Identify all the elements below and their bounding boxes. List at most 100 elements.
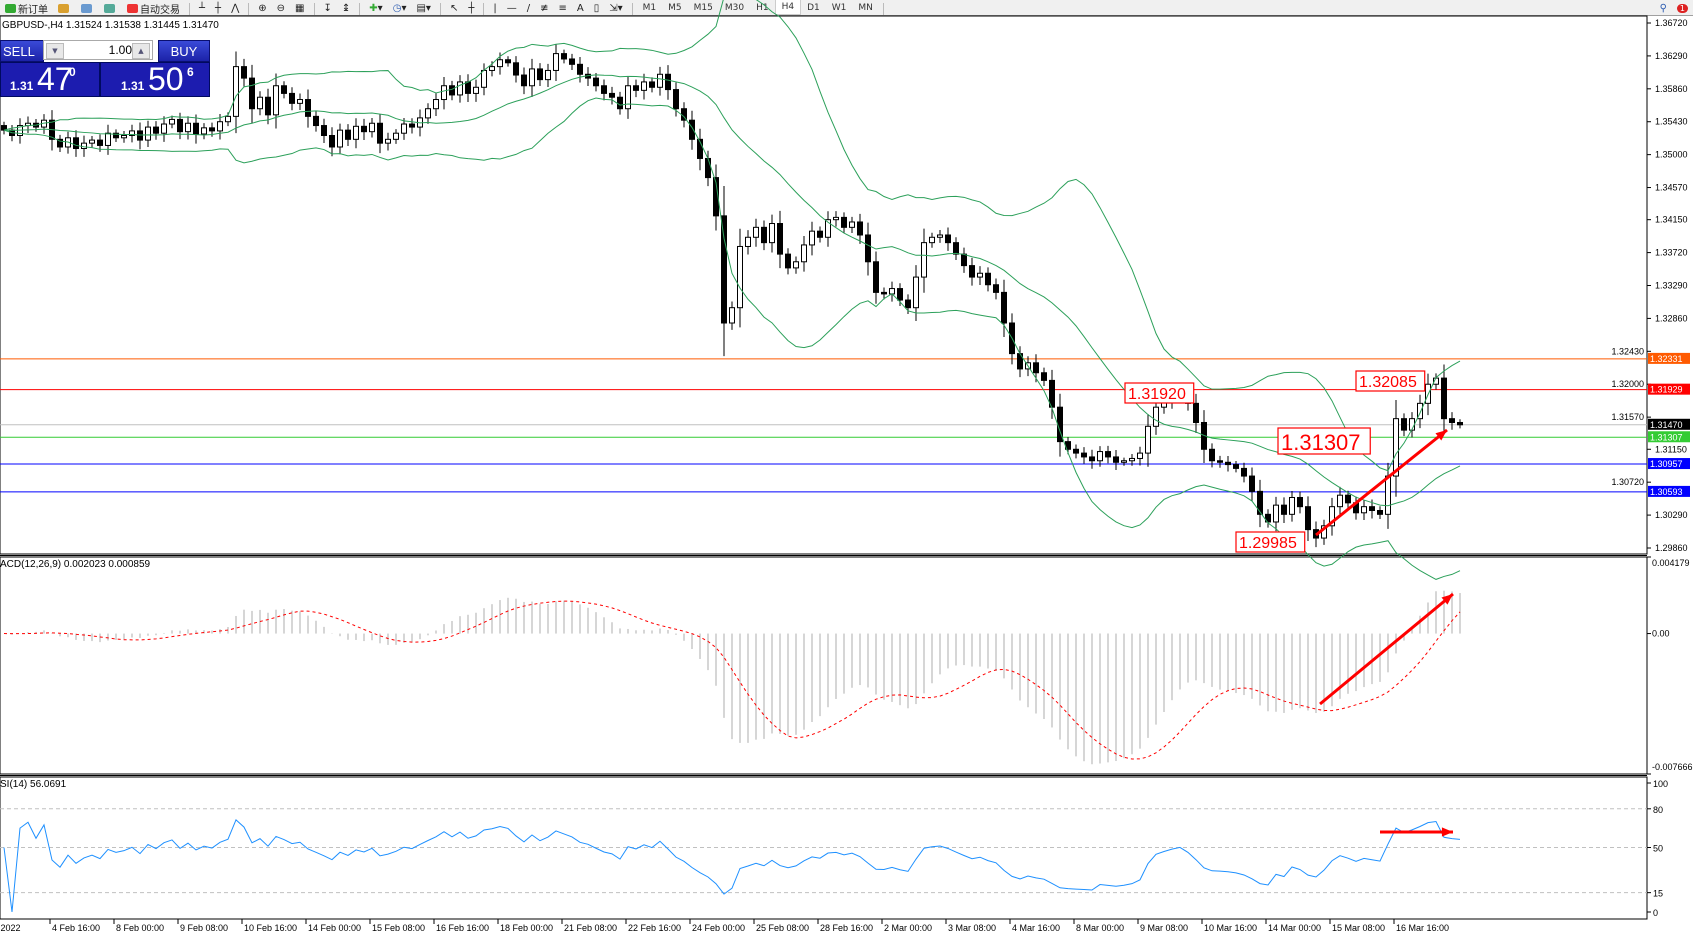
price-level-badge bbox=[1648, 485, 1690, 497]
price-axis-label: 1.35000 bbox=[1655, 150, 1688, 160]
notifications-button[interactable]: 1 bbox=[1672, 1, 1693, 15]
text-button[interactable]: A bbox=[576, 2, 584, 14]
candle bbox=[985, 272, 991, 286]
rsi-arrow-head bbox=[1441, 827, 1453, 837]
auto-trading-button[interactable]: 自动交易 bbox=[122, 1, 185, 15]
search-button[interactable]: ⚲ bbox=[1655, 1, 1672, 15]
sell-price-fraction: 0 bbox=[69, 65, 76, 79]
price-axis-label: 1.35430 bbox=[1655, 117, 1688, 127]
candle bbox=[961, 253, 967, 267]
price-axis-label: 1.35860 bbox=[1655, 84, 1688, 94]
auto-trading-label: 自动交易 bbox=[140, 4, 180, 16]
horizontal-line-button[interactable]: — bbox=[506, 2, 517, 14]
macd-trend-arrow bbox=[1319, 592, 1454, 706]
lot-decrease-button[interactable]: ▼ bbox=[46, 43, 64, 59]
new-order-button[interactable]: 新订单 bbox=[0, 1, 53, 15]
candle bbox=[689, 119, 695, 140]
candle bbox=[441, 85, 447, 101]
terminal-button[interactable] bbox=[76, 1, 99, 15]
candle bbox=[705, 157, 711, 179]
price-axis-label: 1.36290 bbox=[1655, 51, 1688, 61]
time-axis-label: 24 Feb 00:00 bbox=[692, 923, 745, 933]
candle bbox=[153, 126, 159, 134]
candle bbox=[1265, 513, 1271, 523]
sell-price-button[interactable]: 1.31 47 0 bbox=[0, 61, 100, 97]
timeframe-mn[interactable]: MN bbox=[858, 3, 873, 13]
candle bbox=[1001, 291, 1007, 324]
time-axis-label: 8 Feb 00:00 bbox=[116, 923, 164, 933]
market-watch-button[interactable] bbox=[53, 1, 76, 15]
candle bbox=[113, 132, 119, 139]
candle bbox=[409, 123, 415, 128]
candle bbox=[329, 135, 335, 148]
candles bbox=[1, 44, 1463, 548]
candle bbox=[665, 73, 671, 91]
candle bbox=[849, 221, 855, 228]
trend-arrow-head bbox=[1435, 430, 1447, 441]
candle bbox=[1153, 406, 1159, 427]
candle bbox=[169, 118, 175, 125]
buy-button[interactable]: BUY bbox=[158, 40, 210, 62]
timeframe-h1[interactable]: H1 bbox=[756, 3, 769, 13]
time-axis-label: 4 Mar 16:00 bbox=[1012, 923, 1060, 933]
price-axis-label: 1.32000 bbox=[1611, 379, 1644, 389]
bollinger-middle bbox=[3, 74, 1461, 507]
candle bbox=[225, 115, 231, 123]
time-axis-label: 14 Mar 00:00 bbox=[1268, 923, 1321, 933]
candle bbox=[1217, 460, 1223, 463]
timeframe-m1[interactable]: M1 bbox=[642, 3, 657, 13]
candle bbox=[1345, 494, 1351, 504]
candle bbox=[521, 74, 527, 87]
equidistant-channel-button[interactable]: ≢ bbox=[540, 2, 549, 14]
price-level-label: 1.30957 bbox=[1650, 459, 1683, 469]
candle bbox=[1337, 494, 1343, 508]
candle bbox=[1145, 425, 1151, 454]
candle bbox=[953, 242, 959, 255]
zoom-out-button[interactable]: ⊖ bbox=[272, 1, 290, 15]
label-button[interactable]: ▯ bbox=[593, 2, 600, 14]
arrows-button[interactable]: ⇲▾ bbox=[609, 2, 623, 14]
candle bbox=[481, 69, 487, 88]
lot-size-stepper: ▼ ▲ bbox=[43, 40, 153, 60]
candle bbox=[889, 288, 895, 295]
fibonacci-button[interactable]: ≡ bbox=[558, 2, 567, 14]
timeframe-m5[interactable]: M5 bbox=[668, 3, 682, 13]
candle-chart-button[interactable]: ┼ bbox=[215, 2, 222, 14]
macd-axis-label: 0.00 bbox=[1652, 629, 1670, 639]
template-icon: ▤ bbox=[416, 2, 426, 14]
candle bbox=[257, 96, 263, 110]
price-axis-label: 1.34570 bbox=[1655, 183, 1688, 193]
lot-increase-button[interactable]: ▲ bbox=[132, 43, 150, 59]
vertical-line-button[interactable]: | bbox=[493, 2, 497, 14]
auto-scroll-button[interactable]: ↧ bbox=[323, 2, 332, 14]
candle bbox=[537, 68, 543, 81]
crosshair-button[interactable]: ┼ bbox=[463, 1, 479, 15]
periods-button[interactable]: ◷ ▾ bbox=[392, 2, 407, 14]
zoom-in-button[interactable]: ⊕ bbox=[253, 1, 271, 15]
indicators-button[interactable]: ✚ ▾ bbox=[369, 2, 383, 14]
timeframe-m30[interactable]: M30 bbox=[724, 3, 745, 13]
lot-size-input[interactable] bbox=[64, 42, 132, 58]
candle bbox=[497, 59, 503, 68]
line-chart-button[interactable]: ⋀ bbox=[231, 2, 240, 14]
templates-button[interactable]: ▤ ▾ bbox=[416, 2, 431, 14]
signals-button[interactable] bbox=[99, 1, 122, 15]
candle bbox=[601, 85, 607, 94]
bar-chart-button[interactable]: ┴ bbox=[199, 2, 206, 14]
chart-shift-button[interactable]: ↨ bbox=[341, 2, 351, 14]
time-axis-label: 16 Mar 16:00 bbox=[1396, 923, 1449, 933]
tile-button[interactable]: ▦ bbox=[290, 1, 309, 15]
timeframe-m15[interactable]: M15 bbox=[693, 3, 713, 13]
timeframe-h4[interactable]: H4 bbox=[774, 0, 802, 15]
timeframe-w1[interactable]: W1 bbox=[831, 3, 847, 13]
timeframe-d1[interactable]: D1 bbox=[807, 3, 820, 13]
candle bbox=[969, 265, 975, 278]
sell-button[interactable]: SELL bbox=[0, 40, 44, 62]
candle bbox=[929, 236, 935, 244]
buy-price-button[interactable]: 1.31 50 6 bbox=[100, 61, 210, 97]
trendline-button[interactable]: / bbox=[526, 2, 531, 14]
candle bbox=[377, 122, 383, 144]
candle bbox=[545, 69, 551, 81]
cursor-button[interactable]: ↖ bbox=[445, 1, 463, 15]
